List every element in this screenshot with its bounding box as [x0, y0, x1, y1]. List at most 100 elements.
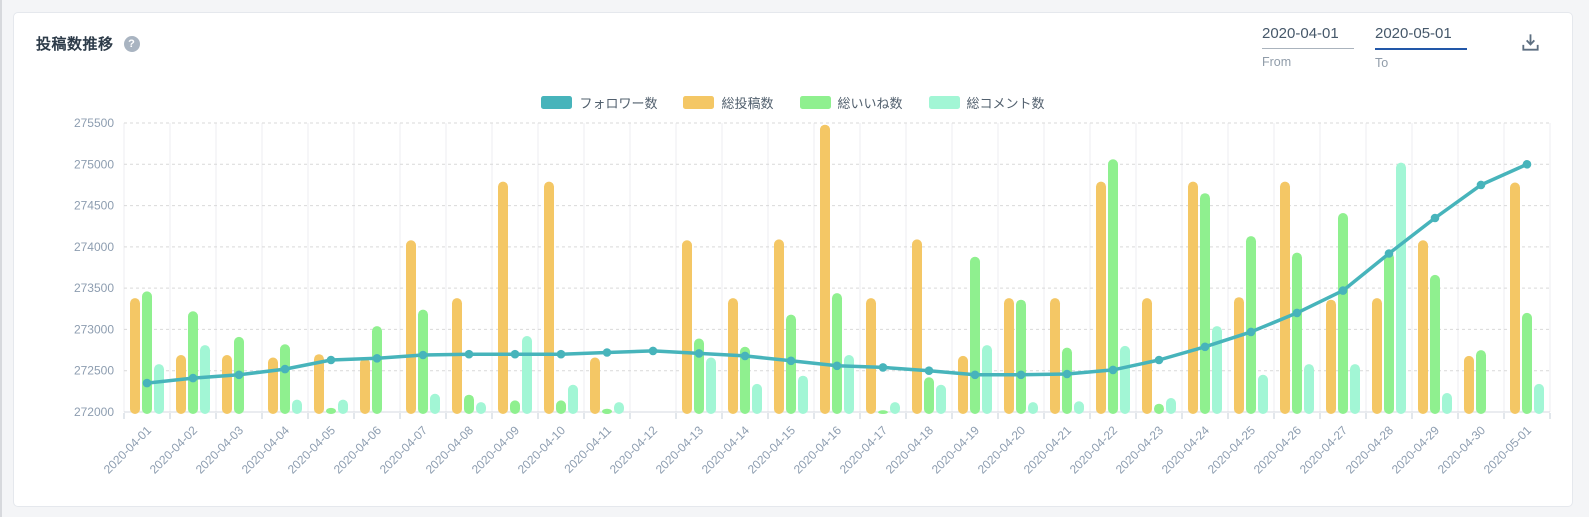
followers-point[interactable] — [1246, 327, 1256, 337]
followers-point[interactable] — [1476, 180, 1486, 190]
followers-point[interactable] — [418, 350, 428, 360]
bar-posts[interactable] — [1280, 181, 1290, 414]
bar-posts[interactable] — [360, 358, 370, 414]
legend-item-followers[interactable]: フォロワー数 — [541, 93, 657, 112]
bar-likes[interactable] — [1016, 299, 1026, 414]
bar-posts[interactable] — [1142, 298, 1152, 414]
followers-point[interactable] — [786, 356, 796, 366]
followers-point[interactable] — [1016, 370, 1026, 380]
bar-likes[interactable] — [464, 394, 474, 414]
followers-point[interactable] — [188, 373, 198, 383]
bar-comments[interactable] — [982, 345, 992, 414]
bar-likes[interactable] — [142, 291, 152, 414]
bar-posts[interactable] — [1188, 181, 1198, 414]
bar-likes[interactable] — [418, 309, 428, 414]
bar-posts[interactable] — [498, 181, 508, 414]
bar-likes[interactable] — [1384, 252, 1394, 414]
bar-likes[interactable] — [1062, 347, 1072, 414]
bar-likes[interactable] — [1200, 193, 1210, 414]
followers-point[interactable] — [464, 349, 474, 359]
followers-point[interactable] — [602, 348, 612, 357]
bar-comments[interactable] — [430, 393, 440, 414]
bar-comments[interactable] — [200, 345, 210, 414]
followers-point[interactable] — [694, 349, 704, 358]
bar-comments[interactable] — [614, 402, 624, 414]
bar-posts[interactable] — [1326, 299, 1336, 414]
bar-likes[interactable] — [326, 407, 336, 414]
bar-likes[interactable] — [510, 400, 520, 414]
followers-point[interactable] — [1292, 308, 1302, 318]
bar-posts[interactable] — [406, 240, 416, 414]
followers-point[interactable] — [234, 370, 244, 380]
bar-comments[interactable] — [1396, 162, 1406, 414]
bar-comments[interactable] — [1304, 364, 1314, 414]
bar-comments[interactable] — [1350, 364, 1360, 414]
bar-posts[interactable] — [130, 298, 140, 414]
bar-comments[interactable] — [1074, 401, 1084, 414]
bar-posts[interactable] — [1234, 297, 1244, 414]
followers-point[interactable] — [556, 349, 566, 359]
followers-point[interactable] — [1062, 369, 1072, 379]
followers-point[interactable] — [1200, 342, 1210, 352]
bar-comments[interactable] — [1028, 402, 1038, 414]
bar-likes[interactable] — [1338, 213, 1348, 414]
bar-likes[interactable] — [878, 410, 888, 414]
followers-point[interactable] — [1338, 286, 1348, 295]
bar-comments[interactable] — [292, 399, 302, 414]
bar-comments[interactable] — [568, 384, 578, 414]
help-icon[interactable]: ? — [123, 35, 140, 52]
bar-posts[interactable] — [774, 239, 784, 414]
followers-point[interactable] — [878, 363, 888, 372]
bar-posts[interactable] — [1372, 298, 1382, 414]
bar-comments[interactable] — [154, 364, 164, 414]
download-icon[interactable] — [1516, 28, 1544, 56]
followers-point[interactable] — [1384, 249, 1394, 258]
bar-comments[interactable] — [1166, 398, 1176, 414]
bar-posts[interactable] — [682, 240, 692, 414]
bar-posts[interactable] — [866, 298, 876, 414]
followers-point[interactable] — [1430, 213, 1440, 223]
bar-likes[interactable] — [280, 344, 290, 414]
bar-comments[interactable] — [844, 355, 854, 414]
followers-point[interactable] — [1108, 365, 1118, 375]
bar-likes[interactable] — [740, 346, 750, 414]
bar-comments[interactable] — [522, 336, 532, 414]
bar-likes[interactable] — [1430, 274, 1440, 414]
bar-comments[interactable] — [1534, 383, 1544, 414]
bar-posts[interactable] — [222, 355, 232, 414]
followers-point[interactable] — [280, 364, 290, 374]
bar-posts[interactable] — [1464, 355, 1474, 414]
followers-point[interactable] — [510, 349, 520, 359]
bar-posts[interactable] — [1004, 298, 1014, 414]
bar-comments[interactable] — [1258, 374, 1268, 414]
followers-point[interactable] — [648, 346, 658, 356]
bar-likes[interactable] — [924, 377, 934, 414]
bar-posts[interactable] — [958, 355, 968, 414]
bar-likes[interactable] — [1522, 312, 1532, 414]
bar-comments[interactable] — [1442, 393, 1452, 414]
bar-likes[interactable] — [970, 256, 980, 414]
bar-posts[interactable] — [176, 355, 186, 414]
followers-point[interactable] — [832, 361, 842, 371]
bar-posts[interactable] — [268, 357, 278, 415]
bar-comments[interactable] — [476, 402, 486, 414]
bar-comments[interactable] — [890, 402, 900, 414]
followers-point[interactable] — [142, 378, 152, 388]
chart-canvas[interactable]: 272000 272500 273000 273500 274000 274500 2750… — [14, 13, 1572, 505]
bar-comments[interactable] — [752, 383, 762, 414]
bar-likes[interactable] — [1108, 159, 1118, 414]
bar-likes[interactable] — [1246, 236, 1256, 414]
followers-point[interactable] — [924, 366, 934, 376]
bar-posts[interactable] — [590, 357, 600, 415]
to-date-input[interactable] — [1375, 23, 1467, 50]
followers-point[interactable] — [740, 351, 750, 361]
bar-comments[interactable] — [706, 357, 716, 415]
bar-comments[interactable] — [936, 384, 946, 414]
bar-posts[interactable] — [912, 239, 922, 414]
bar-likes[interactable] — [832, 293, 842, 414]
bar-posts[interactable] — [1096, 181, 1106, 414]
bar-comments[interactable] — [338, 399, 348, 414]
bar-likes[interactable] — [188, 311, 198, 414]
bar-likes[interactable] — [556, 400, 566, 414]
followers-point[interactable] — [1154, 355, 1164, 365]
